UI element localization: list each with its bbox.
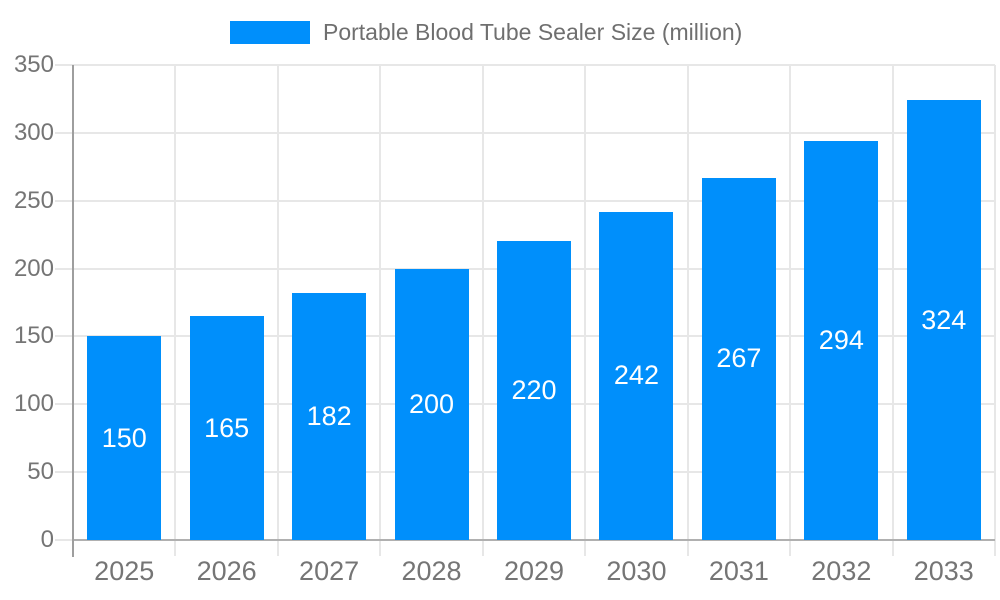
x-tick-label: 2030	[606, 556, 667, 586]
x-tick-label: 2029	[503, 556, 565, 586]
legend-swatch	[230, 20, 310, 44]
x-tick-label: 2027	[299, 556, 360, 586]
y-tick-label: 200	[13, 254, 54, 282]
x-gridline	[481, 65, 484, 556]
x-tick-label: 2031	[708, 556, 769, 586]
bar[interactable]: 150	[87, 336, 162, 540]
bar-value-label: 220	[511, 375, 557, 406]
x-gridline	[686, 65, 689, 556]
x-tick-label: 2033	[913, 556, 974, 586]
bar[interactable]: 267	[701, 177, 776, 540]
x-tick-label: 2028	[401, 556, 462, 586]
legend[interactable]: Portable Blood Tube Sealer Size (million…	[230, 18, 742, 46]
x-gridline	[789, 65, 792, 556]
bar[interactable]: 165	[189, 316, 264, 540]
bar[interactable]: 294	[804, 141, 879, 540]
bar-value-label: 182	[306, 401, 352, 431]
bar-value-label: 324	[921, 304, 967, 335]
x-tick-label: 2032	[811, 556, 872, 586]
x-tick-label: 2025	[94, 556, 155, 586]
x-tick-label: 2026	[196, 556, 257, 586]
x-gridline	[584, 65, 587, 556]
bar[interactable]: 324	[906, 100, 981, 540]
y-tick-label: 250	[13, 186, 54, 214]
bar[interactable]: 242	[599, 211, 674, 540]
bar-value-label: 150	[101, 422, 147, 453]
y-tick-label: 50	[27, 458, 54, 486]
y-tick-label: 0	[40, 526, 54, 553]
x-gridline	[174, 65, 177, 556]
y-tick-label: 150	[13, 322, 54, 350]
y-axis-line	[72, 65, 74, 557]
y-tick-label: 100	[13, 390, 54, 418]
bar[interactable]: 182	[292, 293, 367, 540]
y-gridline	[55, 199, 995, 202]
y-gridline	[55, 131, 995, 134]
x-gridline	[994, 65, 996, 556]
bar-value-label: 267	[716, 343, 762, 374]
bar-value-label: 294	[818, 325, 864, 355]
bar[interactable]: 200	[394, 268, 469, 540]
x-gridline	[891, 65, 894, 556]
legend-label: Portable Blood Tube Sealer Size (million…	[323, 19, 743, 45]
y-tick-label: 350	[13, 51, 54, 78]
bar-value-label: 242	[613, 360, 659, 391]
y-gridline	[55, 64, 995, 66]
x-gridline	[276, 65, 279, 556]
bar-value-label: 200	[409, 388, 455, 419]
y-tick-label: 300	[13, 118, 54, 146]
bar[interactable]: 220	[497, 241, 571, 540]
x-axis-line	[73, 539, 995, 541]
x-gridline	[379, 65, 382, 556]
bar-value-label: 165	[204, 412, 250, 443]
